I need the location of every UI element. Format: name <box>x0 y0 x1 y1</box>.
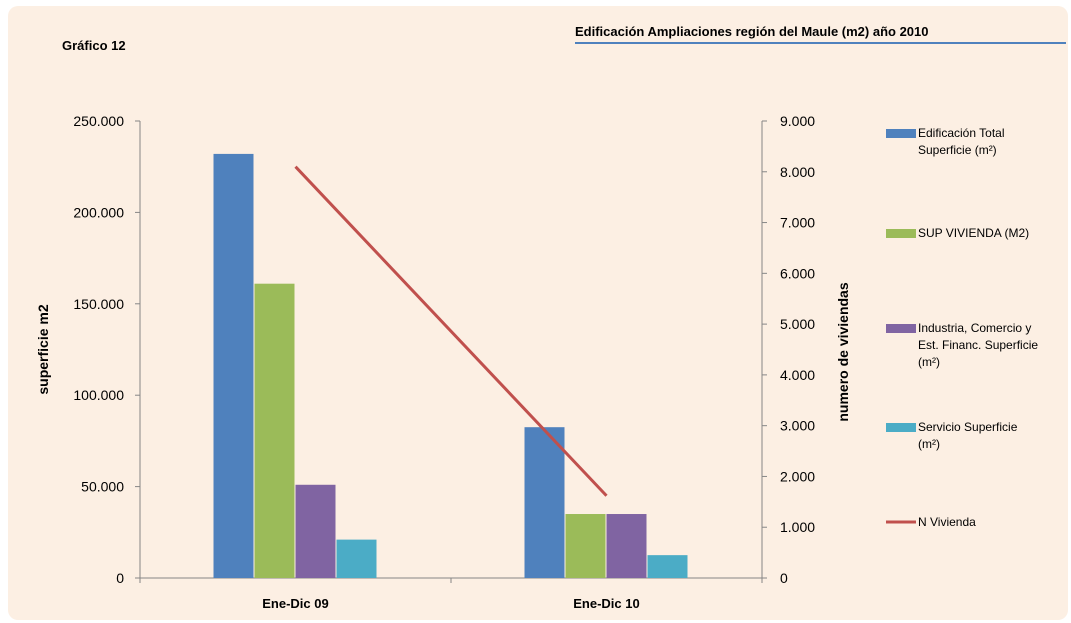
y-tick-label-right: 1.000 <box>780 519 815 535</box>
chart-title: Edificación Ampliaciones región del Maul… <box>575 24 929 39</box>
y-tick-label-left: 200.000 <box>73 204 124 220</box>
y-tick-label-left: 0 <box>116 570 124 586</box>
y-tick-label-right: 0 <box>780 570 788 586</box>
legend-label: (m²) <box>918 437 940 451</box>
legend-label: Industria, Comercio y <box>918 321 1031 335</box>
y-tick-label-right: 4.000 <box>780 367 815 383</box>
bar <box>213 153 254 579</box>
y-axis-title-right: numero de viviendas <box>835 282 851 421</box>
y-tick-label-left: 250.000 <box>73 113 124 129</box>
legend-swatch <box>886 324 916 333</box>
legend-label: Servicio Superficie <box>918 420 1018 434</box>
y-tick-label-left: 100.000 <box>73 387 124 403</box>
chart-label: Gráfico 12 <box>62 38 126 53</box>
y-tick-label-right: 9.000 <box>780 113 815 129</box>
x-tick-label: Ene-Dic 09 <box>262 596 328 611</box>
y-tick-label-right: 7.000 <box>780 215 815 231</box>
legend-swatch <box>886 129 916 138</box>
y-tick-label-right: 3.000 <box>780 418 815 434</box>
y-axis-title-left: superficie m2 <box>35 304 51 394</box>
y-tick-label-right: 8.000 <box>780 164 815 180</box>
legend-label: Superficie (m²) <box>918 143 997 157</box>
bar <box>295 484 336 578</box>
series-line <box>294 165 608 497</box>
bar <box>565 514 606 578</box>
legend-swatch <box>886 423 916 432</box>
y-tick-label-left: 150.000 <box>73 296 124 312</box>
x-tick-label: Ene-Dic 10 <box>573 596 639 611</box>
bar <box>647 555 688 578</box>
y-tick-label-right: 5.000 <box>780 316 815 332</box>
y-tick-label-left: 50.000 <box>81 479 124 495</box>
bar <box>254 283 295 578</box>
bar <box>336 539 377 578</box>
bar <box>606 514 647 578</box>
legend-label: Est. Financ. Superficie <box>918 338 1038 352</box>
legend-label: Edificación Total <box>918 126 1005 140</box>
y-tick-label-right: 6.000 <box>780 265 815 281</box>
y-tick-label-right: 2.000 <box>780 468 815 484</box>
legend-label: SUP VIVIENDA (M2) <box>918 226 1029 240</box>
legend-label: (m²) <box>918 355 940 369</box>
bar <box>524 427 565 578</box>
legend-swatch <box>886 229 916 238</box>
legend-label: N Vivienda <box>918 515 976 529</box>
